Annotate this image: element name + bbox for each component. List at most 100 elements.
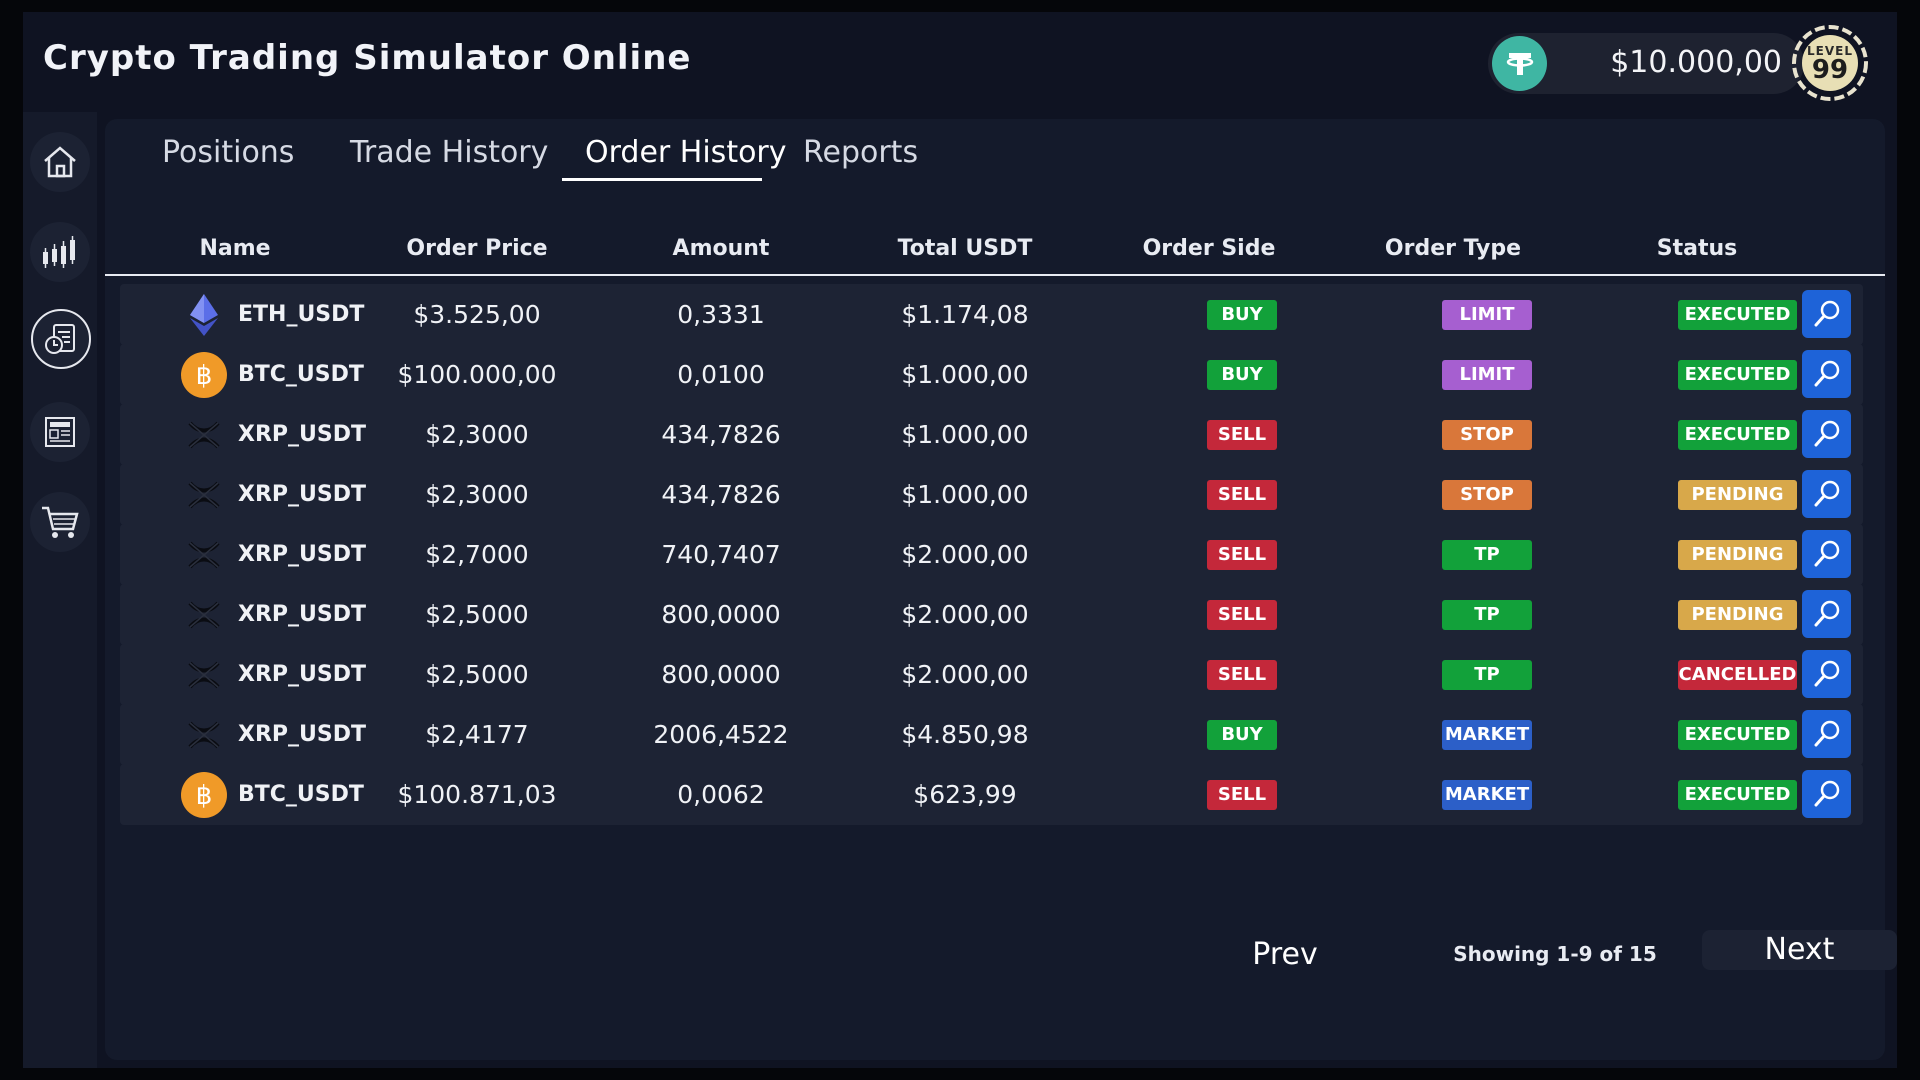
status-badge: EXECUTED	[1678, 420, 1797, 450]
table-row: XRP_USDT $2,5000 800,0000 $2.000,00 SELL TP CA…	[120, 644, 1863, 705]
pagination-info: Showing 1-9 of 15	[1453, 942, 1657, 966]
sidebar-item-chart[interactable]	[30, 222, 90, 282]
order-total: $2.000,00	[901, 660, 1029, 689]
order-price: $2,7000	[425, 540, 529, 569]
order-price: $2,3000	[425, 480, 529, 509]
order-type-badge: LIMIT	[1442, 300, 1532, 330]
pair-name-cell: XRP_USDT	[180, 524, 366, 585]
order-amount: 0,0100	[677, 360, 765, 389]
order-amount: 434,7826	[661, 480, 781, 509]
balance-value: $10.000,00	[1610, 45, 1782, 80]
view-order-details-button[interactable]	[1802, 470, 1851, 518]
status-badge: PENDING	[1678, 540, 1797, 570]
view-order-details-button[interactable]	[1802, 650, 1851, 698]
table-row: XRP_USDT $2,4177 2006,4522 $4.850,98 BUY MARK…	[120, 704, 1863, 765]
view-order-details-button[interactable]	[1802, 590, 1851, 638]
status-badge: EXECUTED	[1678, 360, 1797, 390]
status-badge: CANCELLED	[1678, 660, 1797, 690]
next-page-button[interactable]: Next	[1702, 930, 1897, 970]
sidebar-item-home[interactable]	[30, 132, 90, 192]
order-price: $2,4177	[425, 720, 529, 749]
magnifier-icon	[1814, 480, 1839, 507]
column-header-order-side: Order Side	[1142, 236, 1276, 261]
order-price: $3.525,00	[413, 300, 541, 329]
pair-name: XRP_USDT	[238, 662, 367, 687]
order-type-badge: MARKET	[1442, 720, 1532, 750]
tab-trade-history[interactable]: Trade History	[350, 135, 549, 170]
table-row: ฿ BTC_USDT $100.000,00 0,0100 $1.000,00 BUY LI…	[120, 344, 1863, 405]
order-side-badge: SELL	[1207, 420, 1277, 450]
pair-name-cell: XRP_USDT	[180, 704, 366, 765]
pair-name-cell: XRP_USDT	[180, 644, 366, 705]
order-type-badge: STOP	[1442, 480, 1532, 510]
xrp-coin-icon	[180, 711, 228, 759]
order-amount: 800,0000	[661, 600, 781, 629]
xrp-coin-icon	[180, 471, 228, 519]
order-price: $2,5000	[425, 660, 529, 689]
magnifier-icon	[1814, 360, 1839, 387]
view-order-details-button[interactable]	[1802, 710, 1851, 758]
view-order-details-button[interactable]	[1802, 410, 1851, 458]
table-row: ฿ BTC_USDT $100.871,03 0,0062 $623,99 SELL MAR…	[120, 764, 1863, 825]
order-amount: 800,0000	[661, 660, 781, 689]
xrp-coin-icon	[180, 651, 228, 699]
view-order-details-button[interactable]	[1802, 770, 1851, 818]
status-badge: EXECUTED	[1678, 300, 1797, 330]
column-header-total-usdt: Total USDT	[897, 236, 1033, 261]
order-side-badge: SELL	[1207, 600, 1277, 630]
table-row: XRP_USDT $2,7000 740,7407 $2.000,00 SELL TP PE…	[120, 524, 1863, 585]
shopping-cart-icon	[42, 506, 79, 538]
pair-name-cell: ETH_USDT	[180, 284, 364, 345]
table-row: XRP_USDT $2,3000 434,7826 $1.000,00 SELL STOP…	[120, 404, 1863, 465]
pair-name: BTC_USDT	[238, 782, 364, 807]
tab-order-history[interactable]: Order History	[585, 135, 787, 170]
order-total: $1.174,08	[901, 300, 1029, 329]
order-side-badge: BUY	[1207, 720, 1277, 750]
sidebar-item-shop[interactable]	[30, 492, 90, 552]
level-value: 99	[1811, 55, 1849, 85]
tab-positions[interactable]: Positions	[162, 135, 295, 170]
order-total: $1.000,00	[901, 480, 1029, 509]
level-badge: LEVEL 99	[1790, 23, 1870, 103]
order-type-badge: TP	[1442, 660, 1532, 690]
pair-name-cell: XRP_USDT	[180, 464, 366, 525]
order-total: $2.000,00	[901, 540, 1029, 569]
view-order-details-button[interactable]	[1802, 350, 1851, 398]
pair-name: XRP_USDT	[238, 722, 367, 747]
view-order-details-button[interactable]	[1802, 290, 1851, 338]
column-header-order-price: Order Price	[406, 236, 548, 261]
balance-display: $10.000,00	[1488, 33, 1804, 94]
order-side-badge: BUY	[1207, 300, 1277, 330]
table-row: ETH_USDT $3.525,00 0,3331 $1.174,08 BUY LIMIT…	[120, 284, 1863, 345]
column-header-status: Status	[1656, 236, 1738, 261]
order-total: $1.000,00	[901, 360, 1029, 389]
order-price: $2,3000	[425, 420, 529, 449]
column-header-name: Name	[199, 236, 271, 261]
order-price: $100.000,00	[397, 360, 557, 389]
order-side-badge: SELL	[1207, 480, 1277, 510]
order-type-badge: LIMIT	[1442, 360, 1532, 390]
order-type-badge: TP	[1442, 540, 1532, 570]
order-total: $623,99	[913, 780, 1017, 809]
magnifier-icon	[1814, 780, 1839, 807]
view-order-details-button[interactable]	[1802, 530, 1851, 578]
prev-page-button[interactable]: Prev	[1252, 937, 1318, 972]
top-bar: Crypto Trading Simulator Online $10.000,…	[23, 12, 1897, 112]
sidebar	[23, 112, 97, 1068]
table-row: XRP_USDT $2,5000 800,0000 $2.000,00 SELL TP PE…	[120, 584, 1863, 645]
tab-reports[interactable]: Reports	[803, 135, 919, 170]
pair-name: XRP_USDT	[238, 602, 367, 627]
news-icon	[45, 417, 75, 447]
pair-name: BTC_USDT	[238, 362, 364, 387]
order-price: $2,5000	[425, 600, 529, 629]
candlestick-chart-icon	[43, 236, 75, 268]
sidebar-item-news[interactable]	[30, 402, 90, 462]
status-badge: EXECUTED	[1678, 720, 1797, 750]
usdt-coin-icon	[1492, 36, 1547, 91]
status-badge: PENDING	[1678, 480, 1797, 510]
xrp-coin-icon	[180, 591, 228, 639]
level-label: LEVEL	[1807, 44, 1853, 58]
column-header-amount: Amount	[672, 236, 770, 261]
sidebar-item-history[interactable]	[31, 309, 91, 369]
app-title: Crypto Trading Simulator Online	[43, 38, 692, 78]
